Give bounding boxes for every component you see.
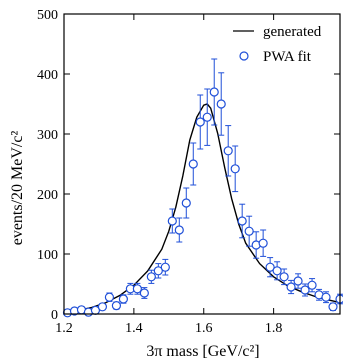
y-tick-label: 500: [37, 8, 58, 23]
pwa-point: [216, 99, 226, 109]
legend: generated PWA fit: [233, 24, 322, 65]
y-tick-label: 200: [37, 188, 58, 203]
axes-layer: 1.2 1.4 1.6 1.8 0 100 200 300 400 500: [37, 8, 341, 336]
pwa-point: [307, 280, 317, 290]
pwa-point: [167, 216, 177, 226]
pwa-point: [188, 159, 198, 169]
y-tick-label: 0: [51, 308, 58, 323]
legend-generated-label: generated: [263, 24, 322, 40]
pwa-point: [223, 146, 233, 156]
pwa-point: [209, 87, 219, 97]
pwa-point: [118, 294, 128, 304]
pwa-point: [237, 216, 247, 226]
x-tick-label: 1.2: [55, 321, 73, 336]
pwa-point: [146, 272, 156, 282]
pwa-point: [279, 272, 289, 282]
pwa-point: [328, 302, 338, 312]
pwa-point: [300, 285, 310, 295]
pwa-point: [132, 284, 142, 294]
pwa-point: [258, 238, 268, 248]
pwa-point: [153, 266, 163, 276]
x-tick-label: 1.4: [125, 321, 143, 336]
pwa-point: [293, 276, 303, 286]
pwa-point: [195, 117, 205, 127]
pwa-point: [230, 164, 240, 174]
x-axis-title: 3π mass [GeV/c²]: [146, 343, 259, 360]
x-tick-label: 1.6: [195, 321, 213, 336]
pwa-point: [139, 288, 149, 298]
pwa-point: [272, 266, 282, 276]
y-tick-label: 400: [37, 68, 58, 83]
pwa-point: [181, 198, 191, 208]
pwa-point: [160, 262, 170, 272]
pwa-point: [244, 226, 254, 236]
pwa-point: [265, 262, 275, 272]
legend-pwa-marker: [239, 51, 249, 61]
pwa-point: [104, 292, 115, 302]
y-tick-label: 100: [37, 248, 58, 263]
pwa-point: [174, 225, 184, 235]
pwa-point: [111, 301, 122, 311]
pwa-point: [202, 112, 212, 122]
legend-pwa-label: PWA fit: [263, 49, 312, 65]
y-axis-title: events/20 MeV/c²: [9, 131, 26, 246]
x-tick-label: 1.8: [265, 321, 283, 336]
plot-frame: [63, 13, 341, 315]
data-layer: [62, 58, 343, 318]
y-tick-label: 300: [37, 128, 58, 143]
pwa-point: [97, 302, 108, 312]
pwa-point: [286, 282, 296, 292]
pwa-point: [321, 292, 331, 302]
